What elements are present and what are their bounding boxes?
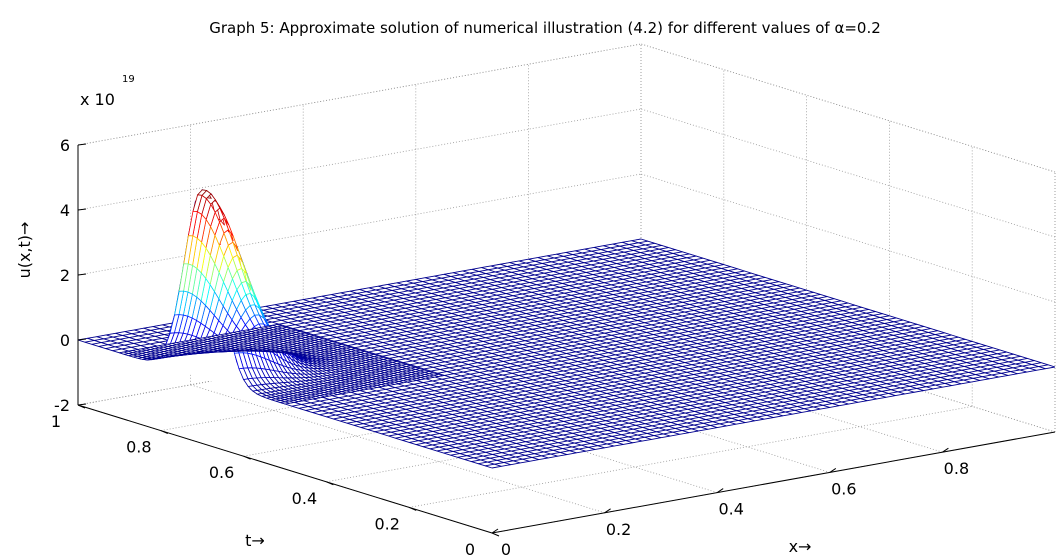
t-tick-label: 0.8 [126, 438, 151, 457]
x-axis-line [491, 431, 1056, 534]
x-tick-label: 0.2 [606, 520, 631, 539]
t-tick [326, 481, 334, 486]
z-tick [77, 338, 87, 341]
surface-mesh [77, 188, 1056, 469]
gridline-z [640, 173, 1056, 303]
gridline-z [640, 43, 1056, 173]
t-tick-label: 0.2 [374, 514, 399, 533]
z-tick [77, 273, 87, 276]
mesh-line-x [640, 238, 1056, 368]
gridline-z [640, 108, 1056, 238]
z-axis-label: u(x,t)→ [15, 222, 34, 279]
t-tick-label: 1 [51, 412, 61, 431]
t-axis-line [77, 404, 493, 534]
mesh-line-x [565, 252, 981, 381]
t-tick-label: 0 [465, 540, 475, 555]
mesh-line-x [622, 241, 1037, 371]
axes: 0 0.2 0.4 0.6 0.8 0 0.2 0.4 0.6 0.8 1-2 0 2 4 6 [51, 136, 1056, 555]
exponent-power: 19 [122, 74, 135, 85]
mesh-cell [119, 351, 129, 355]
z-tick-label: 0 [60, 331, 70, 350]
t-tick [243, 455, 251, 460]
x-tick [604, 508, 611, 514]
mesh-line-x [603, 245, 1018, 375]
x-tick [491, 528, 499, 534]
t-tick [77, 404, 86, 409]
exponent-label: x 10 [80, 90, 115, 109]
t-axis-label: t→ [245, 531, 265, 550]
gridline-z [77, 173, 642, 276]
x-tick [716, 488, 724, 494]
gridline-x-floor [190, 384, 605, 514]
z-tick-label: 2 [60, 266, 70, 285]
gridline-z [77, 108, 642, 211]
x-tick-label: 0.6 [831, 479, 856, 498]
x-axis-label: x→ [789, 537, 812, 555]
x-tick [942, 447, 949, 453]
z-tick-label: -2 [54, 396, 70, 415]
x-tick-label: 0 [501, 540, 511, 555]
t-tick [491, 532, 500, 537]
z-tick [77, 403, 87, 406]
z-tick [77, 208, 87, 211]
t-tick-label: 0.6 [209, 463, 234, 482]
x-tick-label: 0.8 [944, 459, 969, 478]
mesh-line-x [575, 250, 990, 380]
gridline-t-floor [409, 406, 973, 508]
z-tick-label: 6 [60, 136, 70, 155]
mesh-line-x [593, 246, 1009, 376]
t-tick [160, 430, 168, 435]
mesh-line-x [584, 248, 999, 378]
x-tick [829, 467, 837, 473]
mesh-line-x [631, 240, 1046, 370]
t-tick [409, 506, 417, 511]
t-tick-label: 0.4 [292, 489, 317, 508]
mesh-line-x [556, 253, 971, 383]
gridline-z [77, 43, 642, 146]
z-tick-label: 4 [60, 201, 70, 220]
mesh-line-t [77, 238, 642, 341]
z-tick [77, 143, 87, 146]
chart-title: Graph 5: Approximate solution of numeric… [209, 19, 881, 37]
x-tick-label: 0.4 [718, 500, 743, 519]
mesh-line-x [547, 255, 962, 385]
mesh-line-x [612, 243, 1027, 373]
